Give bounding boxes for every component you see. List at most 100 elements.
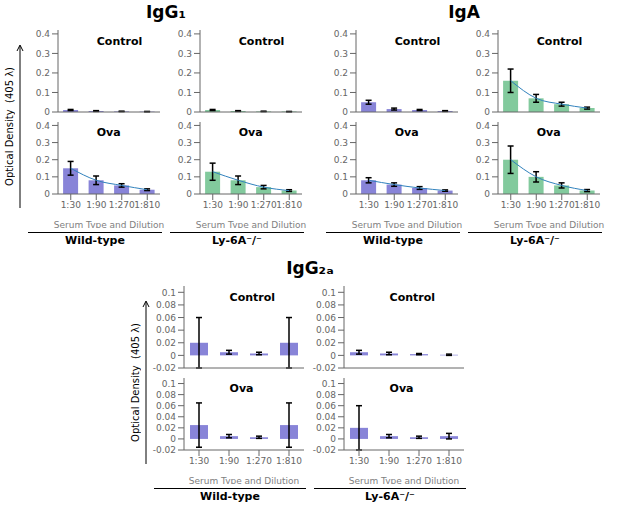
svg-text:0.06: 0.06 [156, 313, 176, 323]
svg-text:0: 0 [44, 107, 50, 116]
svg-text:1:90: 1:90 [228, 200, 248, 210]
svg-text:0.02: 0.02 [156, 423, 176, 433]
svg-text:1:810: 1:810 [436, 456, 462, 466]
svg-text:0.08: 0.08 [316, 300, 336, 310]
svg-text:0.2: 0.2 [476, 68, 490, 78]
svg-text:0.04: 0.04 [316, 325, 336, 335]
svg-text:0: 0 [170, 434, 176, 444]
svg-text:0: 0 [44, 189, 50, 199]
svg-text:-0.02: -0.02 [313, 363, 336, 372]
svg-text:0.1: 0.1 [36, 88, 50, 98]
svg-text:0.1: 0.1 [334, 88, 348, 98]
svg-text:1:270: 1:270 [407, 200, 433, 210]
svg-text:Serum Type and Dilution: Serum Type and Dilution [494, 220, 604, 228]
svg-text:0.06: 0.06 [316, 313, 336, 323]
svg-text:0.2: 0.2 [36, 68, 50, 78]
svg-text:1:90: 1:90 [384, 200, 404, 210]
svg-text:0.1: 0.1 [178, 88, 192, 98]
svg-text:1:90: 1:90 [379, 456, 399, 466]
svg-text:0.4: 0.4 [36, 29, 51, 39]
svg-text:Serum Type and Dilution: Serum Type and Dilution [54, 220, 164, 228]
svg-text:0.3: 0.3 [178, 49, 192, 59]
svg-text:0.2: 0.2 [334, 155, 348, 165]
svg-text:0.1: 0.1 [322, 288, 336, 298]
svg-text:0.04: 0.04 [316, 412, 336, 422]
svg-text:0.3: 0.3 [36, 49, 50, 59]
svg-text:1:90: 1:90 [86, 200, 106, 210]
svg-text:0.3: 0.3 [36, 138, 50, 148]
svg-text:0.2: 0.2 [476, 155, 490, 165]
svg-text:0: 0 [484, 107, 490, 116]
svg-text:1:90: 1:90 [219, 456, 239, 466]
svg-text:1:810: 1:810 [276, 456, 302, 466]
svg-text:0.08: 0.08 [156, 300, 176, 310]
svg-text:1:30: 1:30 [203, 200, 223, 210]
svg-text:0.2: 0.2 [334, 68, 348, 78]
svg-text:0: 0 [342, 107, 348, 116]
svg-text:0.4: 0.4 [476, 29, 491, 39]
svg-text:Serum Type and Dilution: Serum Type and Dilution [352, 220, 462, 228]
svg-text:0.4: 0.4 [178, 121, 193, 131]
svg-text:0.2: 0.2 [178, 68, 192, 78]
html-text:IgG₁: IgG₁ [146, 2, 186, 22]
svg-text:Serum Type and Dilution: Serum Type and Dilution [189, 476, 299, 484]
svg-text:0.02: 0.02 [156, 338, 176, 348]
svg-text:1:30: 1:30 [349, 456, 369, 466]
svg-text:0.02: 0.02 [316, 338, 336, 348]
svg-text:0: 0 [330, 351, 336, 361]
svg-text:0.04: 0.04 [156, 325, 176, 335]
svg-text:1:810: 1:810 [276, 200, 302, 210]
svg-text:0.1: 0.1 [476, 172, 490, 182]
svg-text:0.3: 0.3 [334, 49, 348, 59]
svg-text:1:270: 1:270 [406, 456, 432, 466]
svg-text:0.2: 0.2 [178, 155, 192, 165]
svg-text:0.3: 0.3 [334, 138, 348, 148]
svg-text:0.06: 0.06 [316, 401, 336, 411]
svg-text:1:270: 1:270 [246, 456, 272, 466]
svg-text:Serum Type and Dilution: Serum Type and Dilution [196, 220, 306, 228]
svg-text:0: 0 [342, 189, 348, 199]
svg-text:0.3: 0.3 [476, 138, 490, 148]
svg-text:0.1: 0.1 [162, 379, 176, 389]
svg-text:0: 0 [484, 189, 490, 199]
svg-text:-0.02: -0.02 [313, 445, 336, 455]
svg-text:1:30: 1:30 [61, 200, 81, 210]
svg-text:Serum Type and Dilution: Serum Type and Dilution [349, 476, 459, 484]
svg-text:-0.02: -0.02 [153, 363, 176, 372]
svg-text:0: 0 [186, 107, 192, 116]
svg-text:1:90: 1:90 [526, 200, 546, 210]
svg-text:0.04: 0.04 [156, 412, 176, 422]
svg-text:0.3: 0.3 [476, 49, 490, 59]
svg-text:0.02: 0.02 [316, 423, 336, 433]
svg-text:1:270: 1:270 [251, 200, 277, 210]
svg-text:0.08: 0.08 [156, 390, 176, 400]
svg-text:0.4: 0.4 [334, 29, 349, 39]
svg-text:1:810: 1:810 [432, 200, 458, 210]
svg-text:1:810: 1:810 [574, 200, 600, 210]
svg-text:1:270: 1:270 [109, 200, 135, 210]
svg-text:0.1: 0.1 [178, 172, 192, 182]
svg-text:-0.02: -0.02 [153, 445, 176, 455]
svg-text:1:810: 1:810 [134, 200, 160, 210]
svg-text:0.2: 0.2 [36, 155, 50, 165]
svg-text:0.3: 0.3 [178, 138, 192, 148]
svg-text:0.4: 0.4 [178, 29, 193, 39]
svg-text:0.1: 0.1 [36, 172, 50, 182]
svg-text:1:30: 1:30 [189, 456, 209, 466]
svg-text:0.4: 0.4 [334, 121, 349, 131]
svg-text:0.1: 0.1 [476, 88, 490, 98]
svg-text:0: 0 [186, 189, 192, 199]
svg-text:0.06: 0.06 [156, 401, 176, 411]
svg-text:0.1: 0.1 [334, 172, 348, 182]
svg-text:1:30: 1:30 [359, 200, 379, 210]
svg-text:1:270: 1:270 [549, 200, 575, 210]
svg-text:0.1: 0.1 [322, 379, 336, 389]
svg-text:0.08: 0.08 [316, 390, 336, 400]
html-text:IgA: IgA [448, 2, 480, 22]
svg-text:0.4: 0.4 [476, 121, 491, 131]
svg-text:0: 0 [330, 434, 336, 444]
svg-text:0.4: 0.4 [36, 121, 51, 131]
svg-text:0: 0 [170, 351, 176, 361]
svg-text:1:30: 1:30 [501, 200, 521, 210]
svg-text:0.1: 0.1 [162, 288, 176, 298]
